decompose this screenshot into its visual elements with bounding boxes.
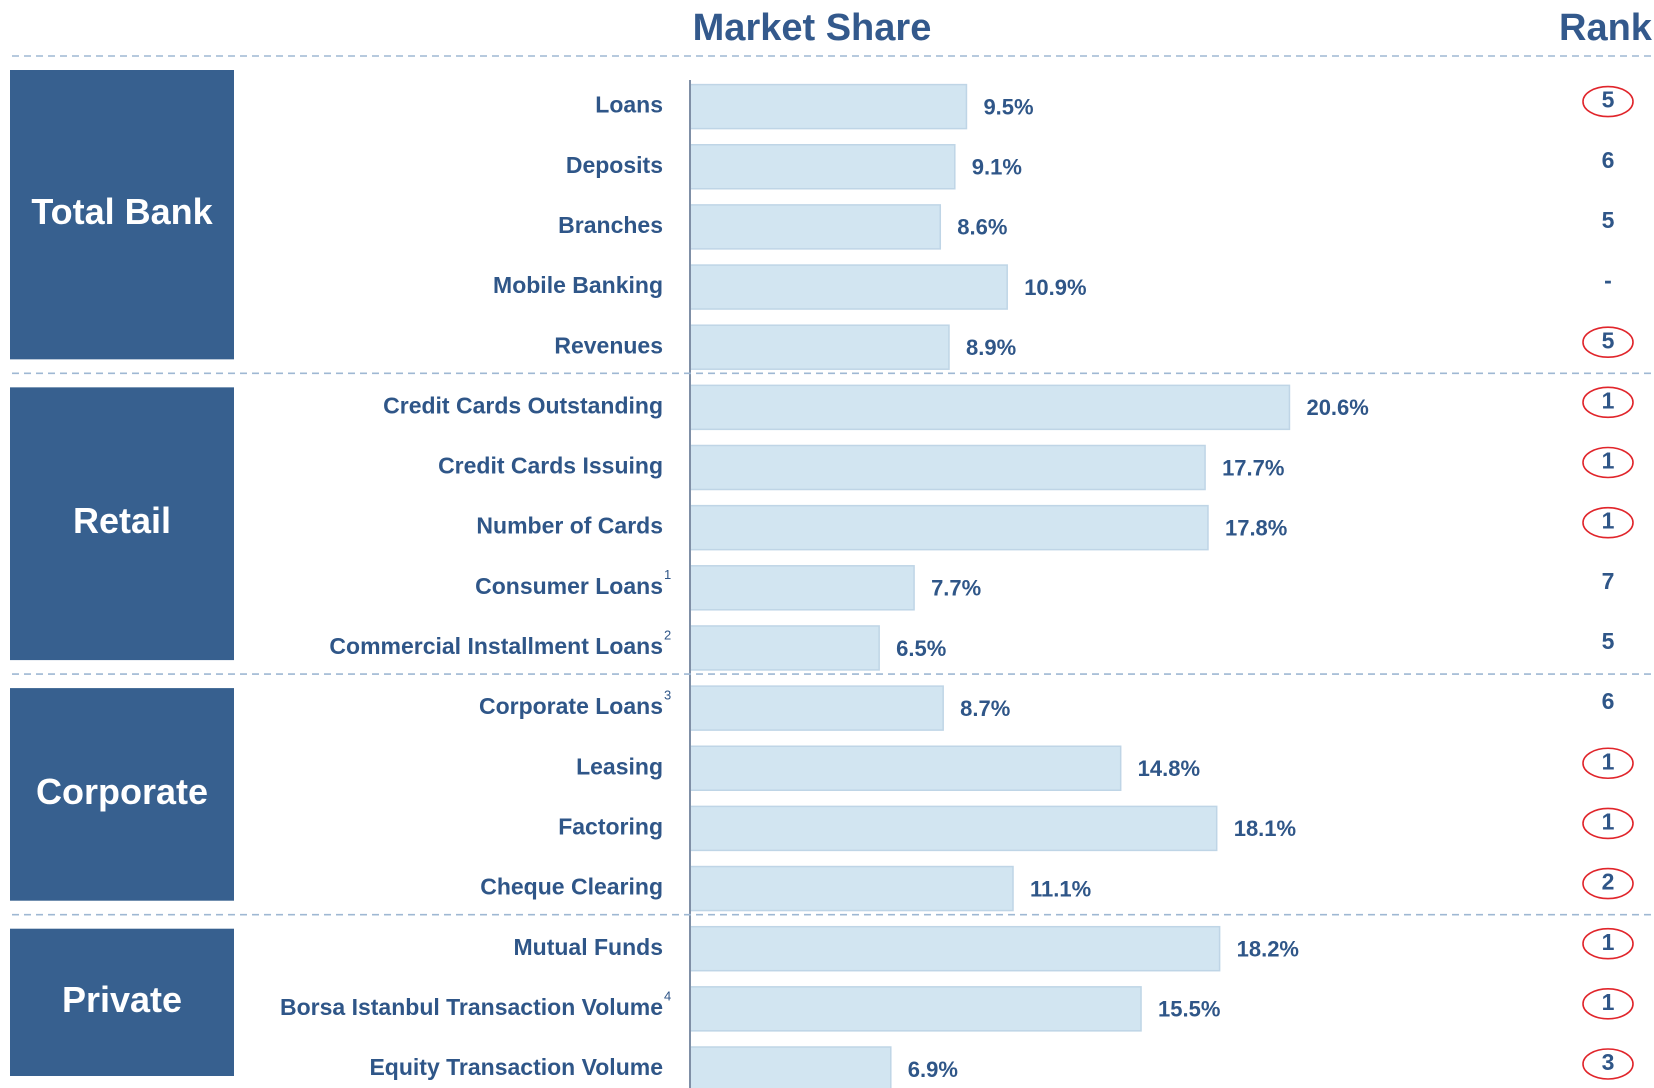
rank-circle	[1582, 85, 1634, 118]
bar	[689, 805, 1218, 852]
bar	[689, 986, 1142, 1032]
rank: -	[1604, 267, 1612, 293]
rows: 9.5% Loans 5 9.1% Deposits 6 8.6% Branches 5 10.9…	[12, 55, 1654, 1088]
value-label: 9.1%	[972, 155, 1022, 180]
group-box	[10, 928, 234, 1076]
category-label: Mutual Funds	[514, 934, 663, 960]
value-label: 11.1%	[1030, 876, 1091, 901]
group-label: Total Bank	[31, 191, 213, 232]
category-label: Cheque Clearing	[480, 874, 663, 900]
rank-circle	[1582, 386, 1634, 419]
bar	[689, 745, 1122, 791]
value-label: 8.7%	[960, 696, 1010, 721]
rank: 5	[1602, 87, 1615, 113]
value-label: 6.5%	[896, 636, 946, 661]
bar	[689, 1046, 892, 1088]
rank-circle	[1582, 326, 1634, 359]
bar	[689, 204, 942, 250]
rank-title: Rank	[1559, 7, 1653, 49]
bar	[689, 504, 1209, 551]
category-label: Consumer Loans	[475, 573, 663, 599]
footnote-mark: 1	[664, 567, 671, 582]
bar	[689, 144, 956, 190]
category-label: Borsa Istanbul Transaction Volume	[280, 994, 663, 1020]
value-label: 7.7%	[931, 576, 981, 601]
rank: 5	[1602, 327, 1615, 353]
category-label: Credit Cards Outstanding	[383, 392, 663, 418]
value-label: 17.8%	[1225, 515, 1287, 540]
bar	[689, 685, 944, 731]
category-label: Leasing	[576, 753, 663, 779]
value-label: 8.6%	[957, 215, 1007, 240]
rank: 3	[1602, 1049, 1615, 1075]
group-box	[10, 387, 234, 661]
footnote-mark: 4	[664, 988, 671, 1003]
value-label: 15.5%	[1158, 997, 1220, 1022]
rank: 1	[1602, 448, 1615, 474]
rank-circle	[1582, 747, 1634, 780]
bar	[689, 925, 1221, 972]
bar	[689, 625, 880, 671]
rank-circle	[1582, 927, 1634, 960]
category-label: Loans	[595, 92, 663, 118]
rank: 1	[1602, 748, 1615, 774]
rank: 5	[1602, 207, 1615, 233]
category-label: Equity Transaction Volume	[369, 1054, 663, 1080]
rank-circle	[1582, 506, 1634, 539]
category-label: Revenues	[554, 332, 663, 358]
value-label: 8.9%	[966, 335, 1016, 360]
bar	[689, 865, 1014, 912]
footnote-mark: 3	[664, 688, 671, 703]
rank: 1	[1602, 387, 1615, 413]
group-label: Corporate	[36, 771, 208, 812]
group-label: Private	[62, 979, 182, 1020]
value-label: 20.6%	[1306, 395, 1368, 420]
footnote-mark: 2	[664, 627, 671, 642]
groups: Total Bank Retail Corporate Private	[10, 70, 234, 1076]
bar	[689, 444, 1206, 491]
rank: 6	[1602, 688, 1615, 714]
rank-circle	[1582, 1048, 1634, 1080]
category-label: Credit Cards Issuing	[438, 453, 663, 479]
rank: 1	[1602, 508, 1615, 534]
value-label: 10.9%	[1024, 275, 1086, 300]
value-label: 9.5%	[983, 94, 1033, 119]
bar	[689, 324, 950, 370]
rank: 2	[1602, 869, 1615, 895]
group-label: Retail	[73, 500, 171, 541]
category-label: Deposits	[566, 152, 663, 178]
rank-circle	[1582, 988, 1634, 1020]
category-label: Branches	[558, 212, 663, 238]
category-label: Mobile Banking	[493, 272, 663, 298]
bar	[689, 83, 968, 130]
rank: 1	[1602, 808, 1615, 834]
rank-circle	[1582, 807, 1634, 840]
group-box	[10, 688, 234, 901]
group-box	[10, 70, 234, 360]
value-label: 6.9%	[908, 1057, 958, 1082]
rank: 7	[1602, 568, 1615, 594]
value-label: 18.2%	[1237, 937, 1299, 962]
chart-title: Market Share	[693, 7, 932, 49]
value-label: 17.7%	[1222, 455, 1284, 480]
rank: 1	[1602, 929, 1615, 955]
bar	[689, 384, 1291, 431]
category-label: Commercial Installment Loans	[329, 633, 663, 659]
bar	[689, 264, 1008, 310]
rank-circle	[1582, 867, 1634, 900]
category-label: Number of Cards	[476, 513, 663, 539]
category-label: Corporate Loans	[479, 693, 663, 719]
bar	[689, 565, 915, 611]
rank: 5	[1602, 628, 1615, 654]
value-label: 14.8%	[1138, 756, 1200, 781]
value-label: 18.1%	[1234, 816, 1296, 841]
category-label: Factoring	[558, 813, 663, 839]
rank-circle	[1582, 446, 1634, 479]
rank: 6	[1602, 147, 1615, 173]
rank: 1	[1602, 989, 1615, 1015]
